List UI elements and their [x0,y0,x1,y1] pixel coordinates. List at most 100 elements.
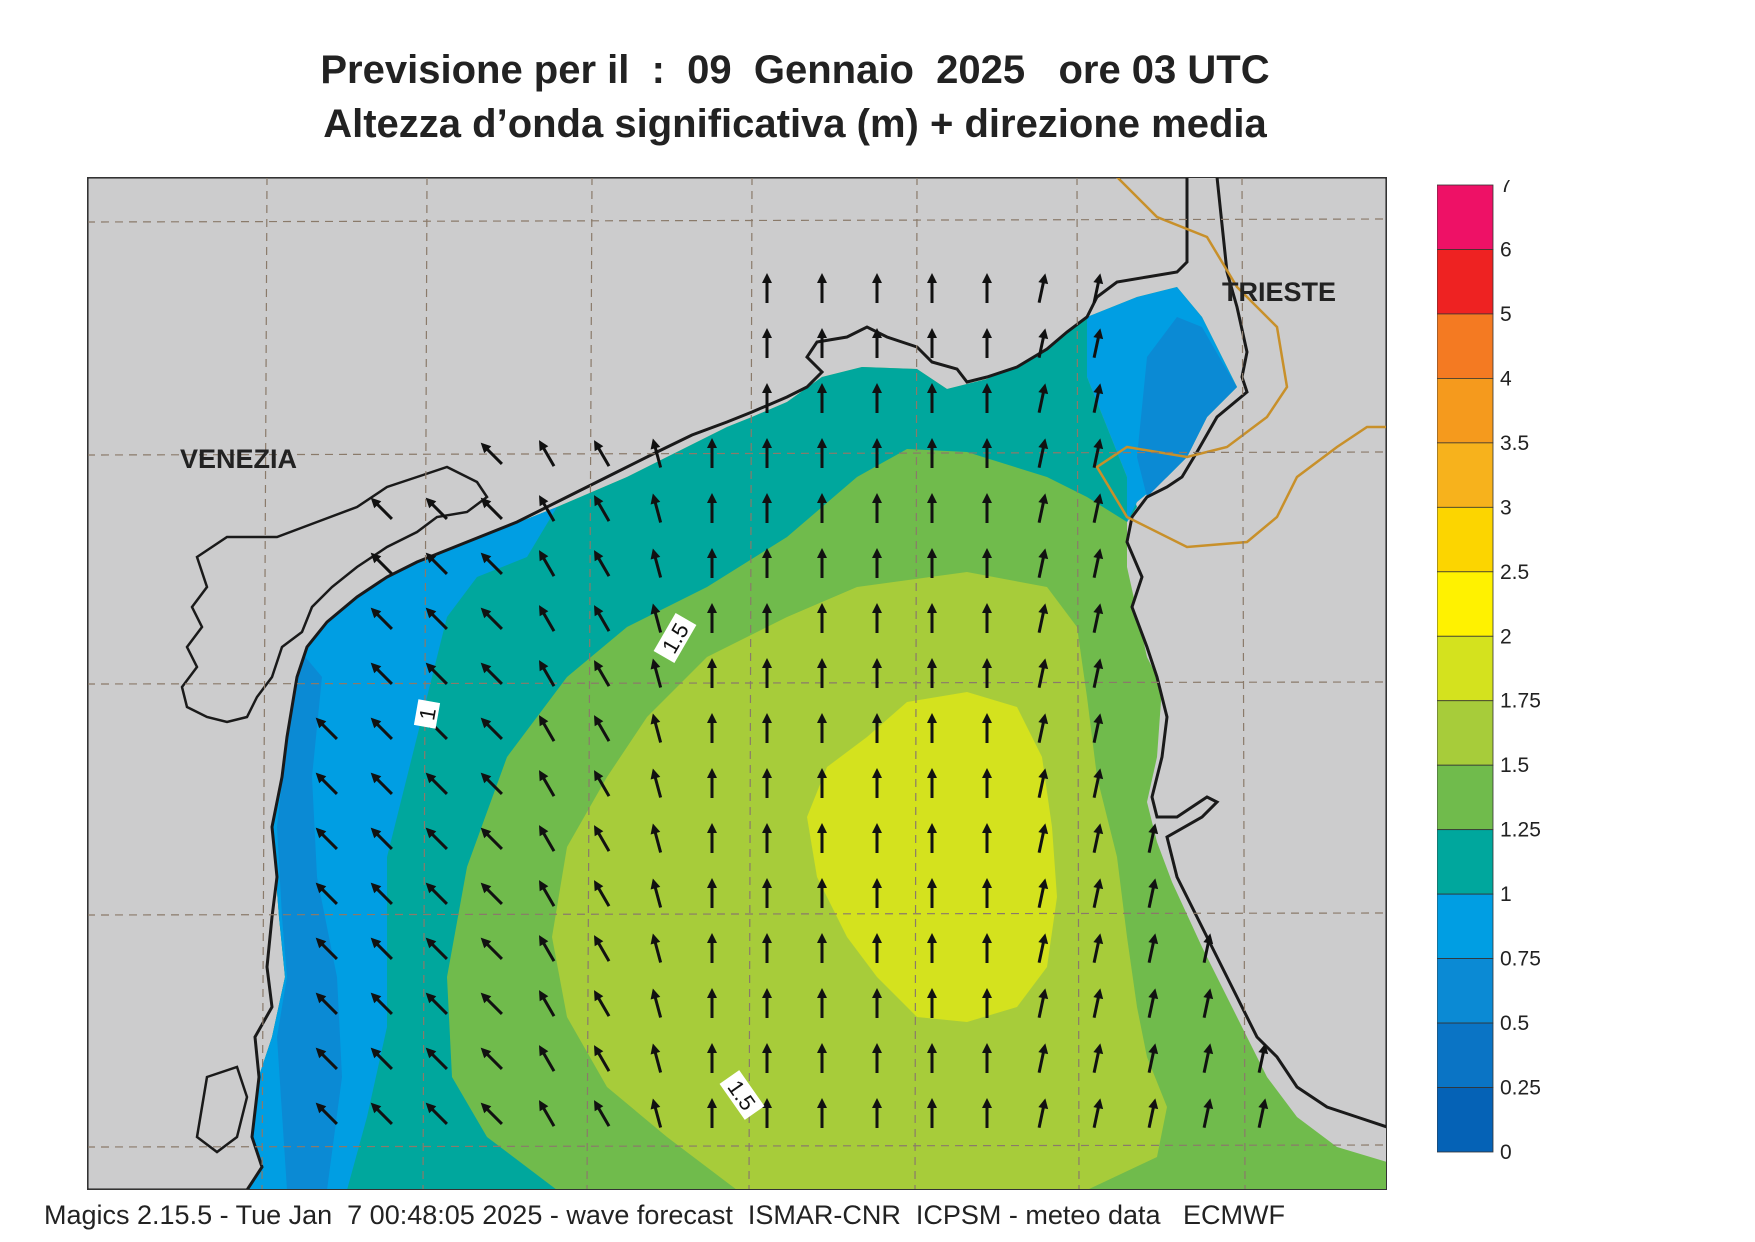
wave-direction-arrow [1147,878,1159,909]
wave-direction-arrow [1092,933,1104,964]
legend-level-label: 1.75 [1500,690,1541,713]
wave-direction-arrow [927,273,937,303]
band-0.5-0.75 [277,647,342,1190]
wave-direction-arrow [982,1043,992,1073]
wave-direction-arrow [539,825,556,852]
land-east [1125,177,1387,1129]
wave-direction-arrow [1092,988,1104,1019]
legend-level-label: 1.5 [1500,754,1529,777]
wave-direction-arrow [982,988,992,1018]
legend-level-label: 4 [1500,367,1512,390]
wave-direction-arrow [1037,933,1049,964]
direction-arrows [315,273,1269,1129]
legend-swatch [1437,700,1494,766]
footer-credits: Magics 2.15.5 - Tue Jan 7 00:48:05 2025 … [44,1200,1285,1230]
po-delta-islands [195,1065,249,1154]
wave-direction-arrow [480,772,503,795]
wave-direction-arrow [762,548,772,578]
wave-direction-arrow [425,662,448,685]
wave-direction-arrow [539,1100,556,1127]
title-line-2: Altezza d’onda significativa (m) + direz… [323,102,1267,146]
legend-swatch [1437,377,1494,444]
wave-direction-arrow [480,882,503,905]
wave-direction-arrow [817,383,827,413]
wave-direction-arrow [982,438,992,468]
wave-direction-arrow [762,493,772,523]
legend-level-label: 6 [1500,238,1512,261]
wave-direction-arrow [425,497,448,520]
wave-direction-arrow [707,603,717,633]
legend-level-label: 5 [1500,303,1512,326]
legend-level-label: 0 [1500,1141,1512,1164]
wave-direction-arrow [927,1043,937,1073]
wave-direction-arrow [1257,1098,1269,1129]
wave-direction-arrow [762,383,772,413]
wave-direction-arrow [1147,988,1159,1019]
wave-direction-arrow [927,493,937,523]
legend-swatch [1437,506,1494,573]
legend-swatch [1437,764,1494,831]
wave-direction-arrow [927,878,937,908]
wave-direction-arrow [594,605,611,632]
wave-direction-arrow [1037,988,1049,1019]
land-west [87,177,1189,1190]
wave-direction-arrow [539,660,556,687]
legend-level-label: 3.5 [1500,432,1529,455]
wave-direction-arrow [650,768,663,798]
wave-direction-arrow [817,1098,827,1128]
wave-map: 1 1.5 1.5 VENEZIA TRIESTE [87,177,1387,1190]
wave-direction-arrow [1147,823,1159,854]
band-1.75-2 [807,692,1057,1022]
wave-direction-arrow [817,273,827,303]
wave-direction-arrow [762,1098,772,1128]
wave-direction-arrow [1147,1043,1159,1074]
wave-direction-arrow [982,823,992,853]
wave-direction-arrow [1037,878,1049,909]
wave-direction-arrow [539,880,556,907]
wave-direction-arrow [539,935,556,962]
wave-direction-arrow [1092,603,1104,634]
wave-direction-arrow [817,438,827,468]
wave-direction-arrow [927,823,937,853]
wave-direction-arrow [1092,713,1104,744]
wave-direction-arrow [817,823,827,853]
legend-swatch [1437,184,1494,250]
wave-direction-arrow [1092,1043,1104,1074]
legend-swatch [1437,571,1494,637]
wave-direction-arrow [817,658,827,688]
legend-swatch [1437,1087,1494,1153]
wave-direction-arrow [872,658,882,688]
wave-direction-arrow [480,662,503,685]
legend-swatch [1437,829,1494,895]
legend-swatch [1437,635,1494,702]
wave-direction-arrow [927,713,937,743]
wave-direction-arrow [425,607,448,630]
wave-direction-arrow [1037,823,1049,854]
wave-direction-arrow [1037,768,1049,799]
wave-direction-arrow [872,988,882,1018]
legend-level-label: 2 [1500,625,1512,648]
wave-direction-arrow [817,493,827,523]
wave-direction-arrow [872,878,882,908]
wave-direction-arrow [982,328,992,358]
wave-direction-arrow [1037,548,1049,579]
wave-direction-arrow [594,715,611,742]
legend-swatch [1437,958,1494,1024]
wave-direction-arrow [425,882,448,905]
wave-direction-arrow [872,933,882,963]
wave-direction-arrow [1092,878,1104,909]
wave-direction-arrow [370,662,393,685]
wave-direction-arrow [1202,1098,1214,1129]
wave-direction-arrow [762,438,772,468]
wave-direction-arrow [927,988,937,1018]
wave-direction-arrow [1037,658,1049,689]
wave-direction-arrow [872,1098,882,1128]
wave-direction-arrow [594,935,611,962]
wave-direction-arrow [480,937,503,960]
wave-direction-arrow [539,440,556,467]
wave-direction-arrow [539,990,556,1017]
wave-direction-arrow [1037,273,1049,304]
wave-direction-arrow [539,770,556,797]
wave-direction-arrow [539,495,556,522]
wave-direction-arrow [982,548,992,578]
